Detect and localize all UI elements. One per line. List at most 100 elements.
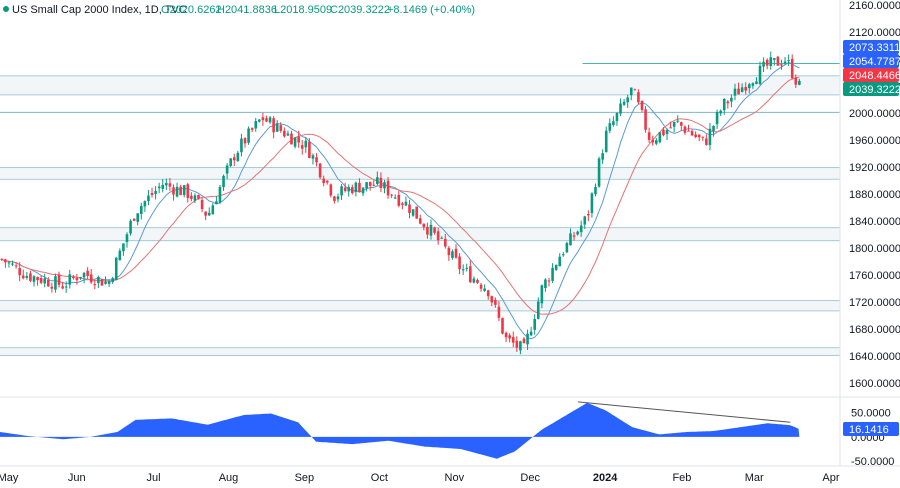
candle-body [311,155,315,159]
candle-body [669,127,672,129]
candle-body [737,88,740,95]
candle-body [204,211,207,216]
candle-body [640,100,644,110]
candle-body [283,130,286,137]
candle-body [508,335,511,339]
price-tick-label: 1720.0000 [849,297,900,309]
candle-body [186,184,190,198]
price-tick-label: 1600.0000 [849,378,900,390]
candle-body [129,220,132,234]
candle-body [454,248,458,258]
candle-body [776,56,780,66]
candle-body [179,186,182,196]
candle-body [57,274,61,285]
time-axis[interactable]: May Jun Jul Aug Sep Oct Nov Dec 2024 Feb Mar Apr [0,472,840,484]
candle-body [694,134,697,138]
price-tag-box [843,54,899,68]
price-tick-label: 1760.0000 [849,270,900,282]
price-tags: 2073.3311 2054.7787 2048.4466 2039.3222 16.1… [843,40,900,437]
candle-body [722,98,726,111]
candle-body [157,186,161,189]
time-tick-label: Sep [295,472,315,484]
candle-body [590,193,594,214]
candle-body [229,158,232,166]
candle-body [733,88,737,96]
candle-body [247,128,250,143]
candle-body [61,286,64,289]
candle-body [486,290,490,297]
candle-body [397,194,401,206]
candle-body [215,201,218,205]
time-tick-label: Oct [371,472,388,484]
candle-body [89,274,93,283]
oscillator-tag-label: 16.1416 [849,424,889,436]
oscillator-tick-label: 50.0000 [851,408,891,420]
candle-body [104,281,107,284]
candle-body [82,272,86,278]
legend-low: L2018.9509 [274,4,332,16]
candle-body [744,86,748,91]
candle-body [340,186,343,196]
candle-body [43,278,47,284]
candle-body [783,61,787,64]
candle-body [64,286,68,288]
time-tick-label: Dec [520,472,540,484]
candle-body [479,284,483,289]
candle-body [583,216,587,225]
candle-body [261,117,265,121]
candle-body [401,203,404,205]
candle-body [622,101,626,105]
candle-body [562,254,565,256]
candle-body [451,251,454,258]
candle-body [154,190,157,194]
candle-body [258,119,261,122]
candle-body [354,182,358,193]
candle-body [14,265,18,267]
candle-body [240,138,243,153]
candle-body [594,187,597,195]
legend-close: C2039.3222 [330,4,390,16]
candle-body [286,133,290,136]
candle-body [272,118,275,133]
candle-body [740,87,744,93]
candle-body [494,299,497,305]
candle-body [644,109,647,130]
candle-body [501,317,504,334]
candle-body [293,137,297,147]
price-tick-label: 2160.0000 [849,0,900,12]
candle-body [50,286,54,289]
candle-body [329,184,333,196]
candle-body [612,121,615,125]
candle-body [604,130,608,152]
candle-body [358,182,361,193]
candle-body [361,187,365,194]
candle-body [522,338,526,344]
candle-body [712,125,715,132]
candle-body [569,233,572,246]
candle-body [440,237,444,239]
candle-body [780,64,783,66]
candle-body [629,87,633,96]
candle-body [519,341,522,351]
candle-body [297,136,300,143]
candle-body [526,333,529,345]
candle-body [619,103,622,114]
candle-body [411,209,415,216]
candle-body [637,92,640,103]
candle-body [136,213,140,222]
candle-body [540,285,544,304]
time-tick-label: May [0,472,19,484]
candle-body [114,257,118,281]
candle-body [690,130,694,136]
candle-body [626,97,629,103]
candle-body [168,183,172,187]
candle-body [386,180,390,196]
candle-body [318,163,322,178]
candlesticks [0,51,801,355]
candle-body [365,182,368,189]
candle-body [547,280,551,282]
candle-body [379,177,383,188]
support-resistance-zone [0,76,840,95]
legend-title: US Small Cap 2000 Index, 1D, TVC [12,4,187,16]
